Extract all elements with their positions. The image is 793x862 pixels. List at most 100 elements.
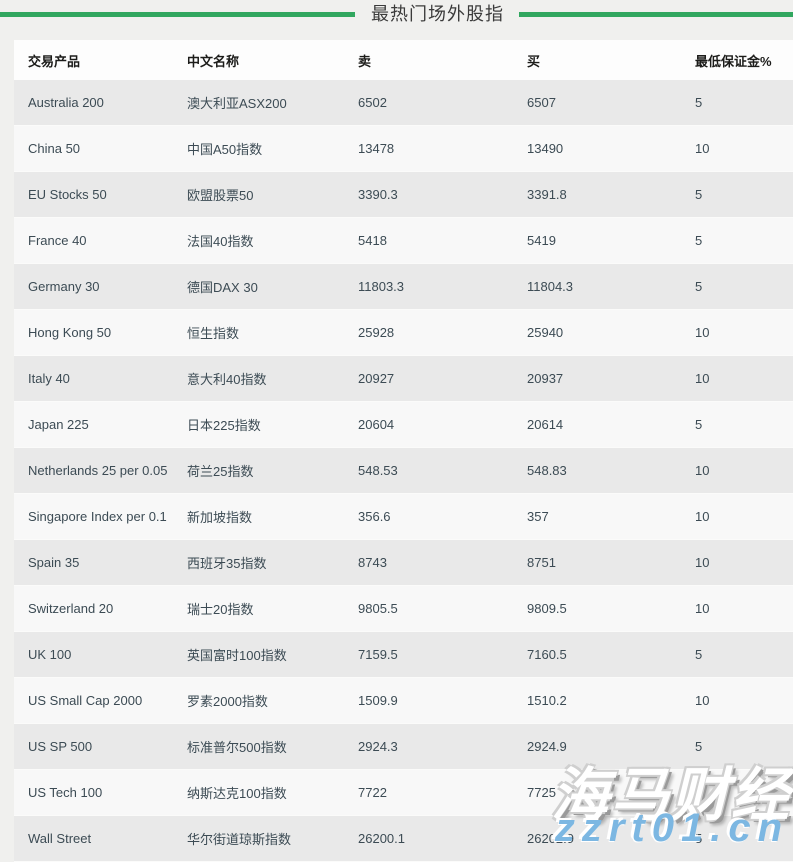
cell-buy-price: 357 [527, 509, 549, 524]
table-row: Australia 200 澳大利亚ASX200 6502 6507 5 [14, 80, 793, 126]
table-row: EU Stocks 50 欧盟股票50 3390.3 3391.8 5 [14, 172, 793, 218]
cell-buy-price: 9809.5 [527, 601, 567, 616]
cell-min-margin: 5 [695, 739, 703, 754]
cell-buy-price: 548.83 [527, 463, 567, 478]
cell-chinese-name: 中国A50指数 [187, 142, 263, 157]
table-row: Japan 225 日本225指数 20604 20614 5 [14, 402, 793, 448]
cell-product: Netherlands 25 per 0.05 [28, 463, 168, 478]
cell-buy-price: 3391.8 [527, 187, 567, 202]
cell-buy-price: 8751 [527, 555, 556, 570]
cell-min-margin: 10 [695, 509, 710, 524]
section-title-bar: 最热门场外股指 [0, 0, 793, 29]
column-header-product: 交易产品 [28, 53, 81, 69]
cell-chinese-name: 德国DAX 30 [187, 280, 258, 295]
cell-buy-price: 7725 [527, 785, 556, 800]
cell-sell-price: 548.53 [358, 463, 398, 478]
cell-buy-price: 6507 [527, 95, 556, 110]
cell-product: US SP 500 [28, 739, 93, 754]
cell-sell-price: 25928 [358, 325, 395, 340]
cell-product: Singapore Index per 0.1 [28, 509, 167, 524]
cell-sell-price: 20604 [358, 417, 395, 432]
table-row: Singapore Index per 0.1 新加坡指数 356.6 357 … [14, 494, 793, 540]
cell-buy-price: 25940 [527, 325, 564, 340]
table-row: Hong Kong 50 恒生指数 25928 25940 10 [14, 310, 793, 356]
cell-chinese-name: 法国40指数 [187, 234, 254, 249]
cell-sell-price: 20927 [358, 371, 395, 386]
table-header-row: 交易产品 中文名称 卖 买 最低保证金% [14, 40, 793, 80]
table-row: China 50 中国A50指数 13478 13490 10 [14, 126, 793, 172]
cell-product: US Small Cap 2000 [28, 693, 143, 708]
cell-product: China 50 [28, 141, 81, 156]
cell-product: Hong Kong 50 [28, 325, 112, 340]
cell-chinese-name: 罗素2000指数 [187, 694, 268, 709]
cell-chinese-name: 意大利40指数 [187, 372, 267, 387]
cell-chinese-name: 瑞士20指数 [187, 602, 254, 617]
cell-product: EU Stocks 50 [28, 187, 107, 202]
cell-sell-price: 11803.3 [358, 279, 405, 294]
cell-min-margin: 5 [695, 187, 703, 202]
cell-sell-price: 5418 [358, 233, 387, 248]
cell-min-margin: 5 [695, 279, 703, 294]
cell-min-margin: 10 [695, 693, 710, 708]
column-header-chinese-name: 中文名称 [187, 53, 240, 69]
cell-min-margin: 10 [695, 601, 710, 616]
table-row: France 40 法国40指数 5418 5419 5 [14, 218, 793, 264]
cell-min-margin: 5 [695, 785, 703, 800]
table-row: Italy 40 意大利40指数 20927 20937 10 [14, 356, 793, 402]
cell-sell-price: 2924.3 [358, 739, 398, 754]
cell-chinese-name: 标准普尔500指数 [187, 740, 287, 755]
cell-buy-price: 13490 [527, 141, 564, 156]
table-row: US SP 500 标准普尔500指数 2924.3 2924.9 5 [14, 724, 793, 770]
cell-buy-price: 5419 [527, 233, 556, 248]
cell-chinese-name: 华尔街道琼斯指数 [187, 832, 292, 847]
cell-product: Wall Street [28, 831, 92, 846]
cell-sell-price: 3390.3 [358, 187, 398, 202]
cell-min-margin: 10 [695, 371, 710, 386]
table-row: Spain 35 西班牙35指数 8743 8751 10 [14, 540, 793, 586]
cell-sell-price: 7159.5 [358, 647, 398, 662]
column-header-min-margin: 最低保证金% [695, 53, 772, 69]
cell-min-margin: 5 [695, 417, 703, 432]
cell-chinese-name: 纳斯达克100指数 [187, 786, 287, 801]
cell-sell-price: 8743 [358, 555, 387, 570]
table-row: Wall Street 华尔街道琼斯指数 26200.1 26202.9 5 [14, 816, 793, 862]
title-divider-left [0, 12, 355, 17]
cell-buy-price: 20937 [527, 371, 564, 386]
cell-chinese-name: 英国富时100指数 [187, 648, 287, 663]
table-row: Germany 30 德国DAX 30 11803.3 11804.3 5 [14, 264, 793, 310]
cell-product: US Tech 100 [28, 785, 103, 800]
table-body: Australia 200 澳大利亚ASX200 6502 6507 5 Chi… [14, 80, 793, 862]
cell-product: UK 100 [28, 647, 72, 662]
cell-min-margin: 5 [695, 95, 703, 110]
cell-product: Italy 40 [28, 371, 70, 386]
column-header-buy: 买 [527, 53, 541, 69]
cell-product: Spain 35 [28, 555, 80, 570]
cell-chinese-name: 日本225指数 [187, 418, 261, 433]
cell-product: France 40 [28, 233, 87, 248]
table-row: Netherlands 25 per 0.05 荷兰25指数 548.53 54… [14, 448, 793, 494]
cell-sell-price: 7722 [358, 785, 387, 800]
cell-buy-price: 11804.3 [527, 279, 574, 294]
cell-min-margin: 10 [695, 325, 710, 340]
cell-buy-price: 7160.5 [527, 647, 567, 662]
cell-sell-price: 9805.5 [358, 601, 398, 616]
cell-min-margin: 5 [695, 831, 703, 846]
table-row: US Tech 100 纳斯达克100指数 7722 7725 5 [14, 770, 793, 816]
cell-chinese-name: 荷兰25指数 [187, 464, 254, 479]
cell-min-margin: 5 [695, 233, 703, 248]
indices-table: 交易产品 中文名称 卖 买 最低保证金% Australia 200 澳大利亚A… [14, 40, 793, 862]
table-row: Switzerland 20 瑞士20指数 9805.5 9809.5 10 [14, 586, 793, 632]
cell-chinese-name: 新加坡指数 [187, 510, 253, 525]
cell-buy-price: 2924.9 [527, 739, 567, 754]
cell-product: Japan 225 [28, 417, 89, 432]
cell-buy-price: 1510.2 [527, 693, 567, 708]
cell-min-margin: 10 [695, 141, 710, 156]
cell-sell-price: 6502 [358, 95, 387, 110]
cell-product: Switzerland 20 [28, 601, 114, 616]
cell-product: Germany 30 [28, 279, 100, 294]
cell-buy-price: 26202.9 [527, 831, 574, 846]
cell-chinese-name: 欧盟股票50 [187, 188, 254, 203]
cell-min-margin: 10 [695, 463, 710, 478]
table-row: UK 100 英国富时100指数 7159.5 7160.5 5 [14, 632, 793, 678]
cell-chinese-name: 西班牙35指数 [187, 556, 267, 571]
